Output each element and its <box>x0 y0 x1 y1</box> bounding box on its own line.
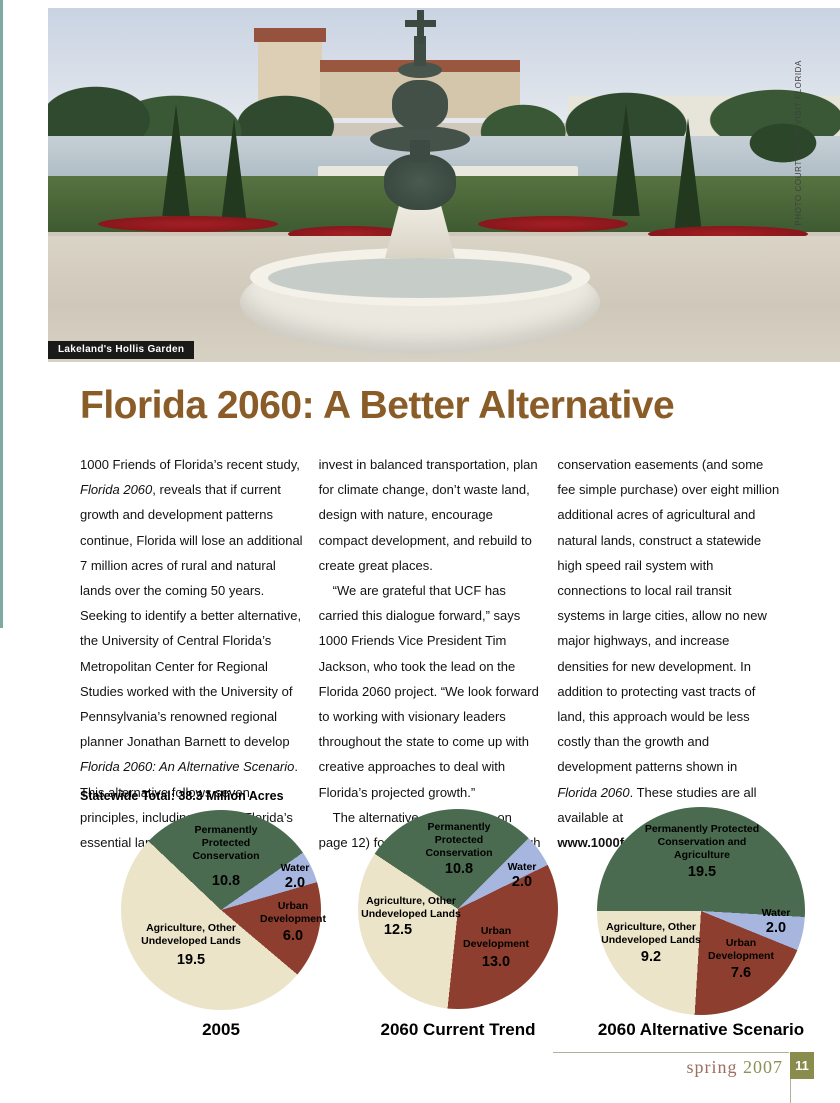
text-run: Florida 2060: An Alternative Scenario <box>80 759 295 775</box>
article-column: conservation easements (and some fee sim… <box>557 452 780 855</box>
hero-photo: Lakeland's Hollis Garden PHOTO COURTESY … <box>48 8 840 362</box>
pie-chart-2005: Permanently Protected Conservation 10.8 … <box>121 810 326 1010</box>
photo-caption: Lakeland's Hollis Garden <box>48 341 195 359</box>
pie-title-2060-current-trend: 2060 Current Trend <box>380 1020 536 1039</box>
paragraph: conservation easements (and some fee sim… <box>557 452 780 855</box>
fountain-stem <box>410 140 430 162</box>
slice-label-agriculture: Agriculture, Other Undeveloped Lands 12.… <box>361 895 461 938</box>
pie-title-2005: 2005 <box>202 1020 240 1039</box>
fountain-finial-cross <box>417 10 424 44</box>
fountain-water <box>268 258 572 298</box>
pie-chart-2060-alternative-scenario: Permanently Protected Conservation and A… <box>597 807 805 1015</box>
footer-vertical-rule <box>790 1079 791 1103</box>
slice-label-conservation: Permanently Protected Conservation 10.8 <box>192 824 260 889</box>
article-column: 1000 Friends of Florida’s recent study, … <box>80 452 303 855</box>
text-run: conservation easements (and some fee sim… <box>557 457 780 775</box>
issue-year: 2007 <box>743 1057 783 1077</box>
text-run: “We are grateful that UCF has carried th… <box>318 583 539 800</box>
issue-label: spring 2007 <box>553 1057 783 1078</box>
pie-title-2060-alternative-scenario: 2060 Alternative Scenario <box>597 1020 805 1039</box>
photo-credit: PHOTO COURTESY OF VISIT FLORIDA <box>794 60 803 226</box>
left-accent-rule <box>0 0 3 628</box>
fountain-small-bowl <box>398 62 442 78</box>
slice-label-urban: Urban Development 6.0 <box>260 900 326 944</box>
page-number-badge: 11 <box>790 1052 814 1079</box>
slice-label-conservation-agriculture: Permanently Protected Conservation and A… <box>644 823 760 880</box>
photo-flowerbed <box>478 216 628 232</box>
slice-label-water: Water 2.0 <box>280 862 310 891</box>
slice-label-urban: Urban Development 7.6 <box>708 937 774 981</box>
text-run: invest in balanced transportation, plan … <box>318 457 538 573</box>
text-run: Florida 2060 <box>557 784 630 800</box>
text-run: 1000 Friends of Florida’s recent study, <box>80 457 300 472</box>
fountain-upper-sculpture <box>392 80 448 130</box>
slice-label-agriculture: Agriculture, Other Undeveloped Lands 19.… <box>141 922 241 968</box>
footer-rule <box>553 1052 789 1053</box>
photo-flowerbed <box>98 216 278 232</box>
chart-header: Statewide Total: 38.3 Million Acres <box>80 789 284 803</box>
text-run: Florida 2060 <box>80 482 153 498</box>
photo-fountain <box>48 8 840 362</box>
fountain-swan-sculpture <box>384 154 456 210</box>
page-title: Florida 2060: A Better Alternative <box>80 384 675 427</box>
text-run: . These studies are all available at <box>557 784 757 825</box>
slice-label-water: Water 2.0 <box>761 907 791 936</box>
photo-palm-canopy <box>728 108 838 178</box>
fountain-finial-cross <box>405 20 436 27</box>
slice-label-conservation: Permanently Protected Conservation 10.8 <box>425 821 493 877</box>
paragraph: 1000 Friends of Florida’s recent study, … <box>80 452 303 855</box>
slice-label-urban: Urban Development 13.0 <box>463 925 529 970</box>
pie-chart-2060-current-trend: Permanently Protected Conservation 10.8 … <box>358 809 558 1009</box>
text-run: , reveals that if current growth and dev… <box>80 482 303 750</box>
paragraph: “We are grateful that UCF has carried th… <box>319 578 542 805</box>
slice-label-agriculture: Agriculture, Other Undeveloped Lands 9.2 <box>601 921 701 965</box>
issue-season: spring <box>686 1057 738 1077</box>
article-column: invest in balanced transportation, plan … <box>319 452 542 855</box>
paragraph: invest in balanced transportation, plan … <box>319 452 542 578</box>
slice-label-water: Water 2.0 <box>507 861 537 890</box>
